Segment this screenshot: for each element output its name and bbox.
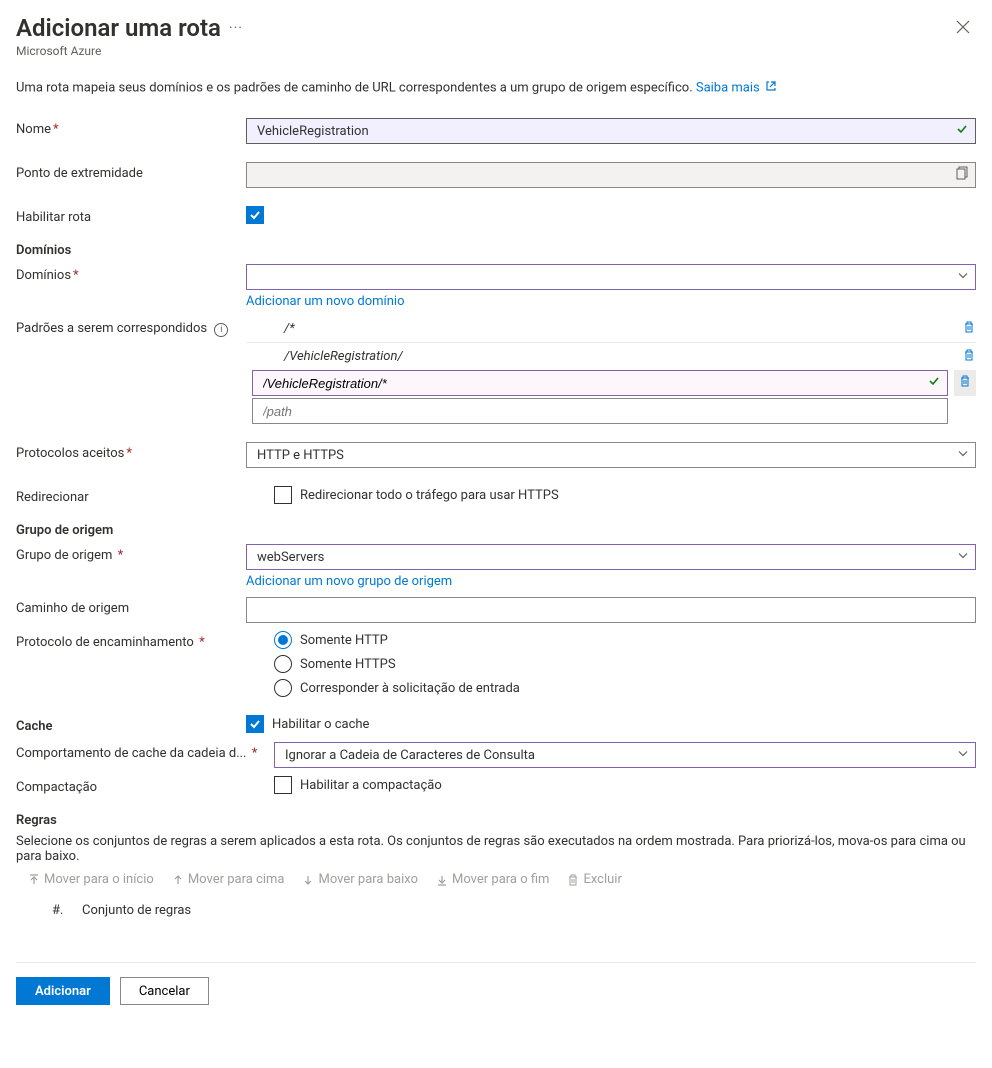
pattern-item[interactable]: /VehicleRegistration/ [246,345,956,368]
domains-label: Domínios* [16,264,246,283]
check-icon [928,375,940,391]
delete-button[interactable]: Excluir [567,872,621,887]
delete-icon[interactable] [954,370,976,396]
delete-icon[interactable] [962,348,976,366]
compression-checkbox-label: Habilitar a compactação [300,778,442,793]
enable-route-checkbox[interactable] [246,206,264,224]
move-end-button[interactable]: Mover para o fim [436,872,549,887]
rules-section-header: Regras [16,813,976,828]
move-start-button[interactable]: Mover para o início [28,872,154,887]
info-icon[interactable]: i [214,323,228,337]
move-down-button[interactable]: Mover para baixo [302,872,418,887]
origin-group-select[interactable]: webServers [246,544,976,570]
forward-protocol-https[interactable]: Somente HTTPS [274,655,976,673]
domains-select[interactable] [246,264,976,290]
more-icon[interactable]: ··· [229,20,243,42]
endpoint-input [246,162,976,188]
cache-enable-label: Habilitar o cache [272,717,369,732]
enable-route-label: Habilitar rota [16,206,246,225]
compression-label: Compactação [16,776,274,795]
cache-behavior-select[interactable]: Ignorar a Cadeia de Caracteres de Consul… [274,742,976,768]
patterns-list: /* /VehicleRegistration/ [246,317,976,424]
origin-path-input[interactable] [246,597,976,623]
add-button[interactable]: Adicionar [16,977,110,1005]
forward-protocol-label: Protocolo de encaminhamento * [16,631,246,650]
radio-icon [274,631,292,649]
arrow-top-icon [28,874,40,886]
page-title: Adicionar uma rota [16,14,221,42]
cache-behavior-label: Comportamento de cache da cadeia d... * [16,742,274,761]
move-up-button[interactable]: Mover para cima [172,872,285,887]
redirect-checkbox-label: Redirecionar todo o tráfego para usar HT… [300,488,559,503]
delete-icon[interactable] [962,320,976,338]
learn-more-link[interactable]: Saiba mais [696,80,760,95]
close-icon [956,20,970,34]
compression-checkbox[interactable] [274,776,292,794]
check-icon [956,123,968,139]
forward-protocol-match[interactable]: Corresponder à solicitação de entrada [274,679,976,697]
patterns-label: Padrões a serem correspondidos i [16,317,246,337]
endpoint-label: Ponto de extremidade [16,162,246,181]
radio-icon [274,655,292,673]
pattern-active-input[interactable] [252,370,948,396]
pattern-new-input[interactable] [252,398,948,424]
name-label: Nome* [16,118,246,137]
domains-section-header: Domínios [16,243,976,258]
rules-table-header: #. Conjunto de regras [16,897,976,924]
add-domain-link[interactable]: Adicionar um novo domínio [246,294,404,309]
chevron-down-icon [958,550,968,565]
pattern-item[interactable]: /* [246,317,956,340]
chevron-down-icon [958,448,968,463]
redirect-checkbox[interactable] [274,486,292,504]
intro-text: Uma rota mapeia seus domínios e os padrõ… [16,80,976,96]
trash-icon [567,874,579,886]
col-ruleset: Conjunto de regras [82,903,191,918]
cache-enable-checkbox[interactable] [246,715,264,733]
arrow-bottom-icon [436,874,448,886]
origin-group-label: Grupo de origem * [16,544,246,563]
protocols-label: Protocolos aceitos* [16,442,246,461]
cancel-button[interactable]: Cancelar [120,977,209,1005]
close-button[interactable] [950,14,976,43]
cache-section-header: Cache [16,715,246,734]
origin-section-header: Grupo de origem [16,523,976,538]
add-origin-link[interactable]: Adicionar um novo grupo de origem [246,574,452,589]
external-link-icon [765,80,777,96]
col-number: #. [52,903,82,918]
redirect-label: Redirecionar [16,486,246,505]
chevron-down-icon [958,748,968,763]
chevron-down-icon [958,270,968,285]
protocols-select[interactable]: HTTP e HTTPS [246,442,976,468]
forward-protocol-http[interactable]: Somente HTTP [274,631,976,649]
origin-path-label: Caminho de origem [16,597,246,616]
rules-toolbar: Mover para o início Mover para cima Move… [16,872,976,887]
rules-description: Selecione os conjuntos de regras a serem… [16,834,976,864]
copy-icon[interactable] [956,166,970,184]
arrow-down-icon [302,874,314,886]
page-subtitle: Microsoft Azure [16,44,243,58]
radio-icon [274,679,292,697]
arrow-up-icon [172,874,184,886]
name-input[interactable]: VehicleRegistration [246,118,976,144]
